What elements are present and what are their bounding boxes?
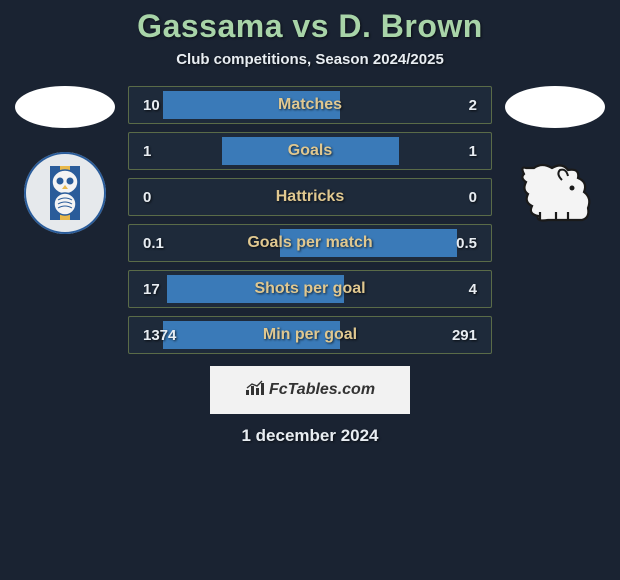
page-title: Gassama vs D. Brown bbox=[0, 8, 620, 45]
stat-left-value: 17 bbox=[129, 281, 199, 298]
stat-label: Shots per goal bbox=[199, 280, 421, 298]
footer-logo: FcTables.com bbox=[210, 366, 410, 414]
owl-icon bbox=[24, 152, 106, 234]
stat-left-value: 1 bbox=[129, 143, 199, 160]
left-club-badge bbox=[24, 152, 106, 234]
stat-row: 17Shots per goal4 bbox=[128, 270, 492, 308]
stat-label: Matches bbox=[199, 96, 421, 114]
stat-right-value: 0.5 bbox=[421, 235, 491, 252]
stat-label: Min per goal bbox=[199, 326, 421, 344]
comparison-card: Gassama vs D. Brown Club competitions, S… bbox=[0, 0, 620, 446]
stat-left-value: 0.1 bbox=[129, 235, 199, 252]
stat-left-value: 1374 bbox=[129, 327, 199, 344]
right-club-badge bbox=[514, 152, 596, 234]
stat-label: Goals bbox=[199, 142, 421, 160]
stat-right-value: 1 bbox=[421, 143, 491, 160]
chart-icon bbox=[245, 380, 265, 401]
right-country-flag bbox=[505, 86, 605, 128]
left-side bbox=[10, 86, 120, 234]
footer-logo-text: FcTables.com bbox=[269, 381, 375, 399]
stat-right-value: 291 bbox=[421, 327, 491, 344]
date-label: 1 december 2024 bbox=[0, 426, 620, 446]
stat-left-value: 0 bbox=[129, 189, 199, 206]
subtitle: Club competitions, Season 2024/2025 bbox=[0, 51, 620, 68]
stat-left-value: 10 bbox=[129, 97, 199, 114]
left-country-flag bbox=[15, 86, 115, 128]
stat-right-value: 2 bbox=[421, 97, 491, 114]
stat-row: 1374Min per goal291 bbox=[128, 316, 492, 354]
stat-row: 0Hattricks0 bbox=[128, 178, 492, 216]
main-row: 10Matches21Goals10Hattricks00.1Goals per… bbox=[0, 86, 620, 362]
stat-label: Goals per match bbox=[199, 234, 421, 252]
stats-table: 10Matches21Goals10Hattricks00.1Goals per… bbox=[120, 86, 500, 362]
right-side bbox=[500, 86, 610, 234]
stat-right-value: 4 bbox=[421, 281, 491, 298]
stat-right-value: 0 bbox=[421, 189, 491, 206]
stat-row: 0.1Goals per match0.5 bbox=[128, 224, 492, 262]
stat-row: 1Goals1 bbox=[128, 132, 492, 170]
stat-row: 10Matches2 bbox=[128, 86, 492, 124]
ram-icon bbox=[514, 152, 596, 234]
stat-label: Hattricks bbox=[199, 188, 421, 206]
